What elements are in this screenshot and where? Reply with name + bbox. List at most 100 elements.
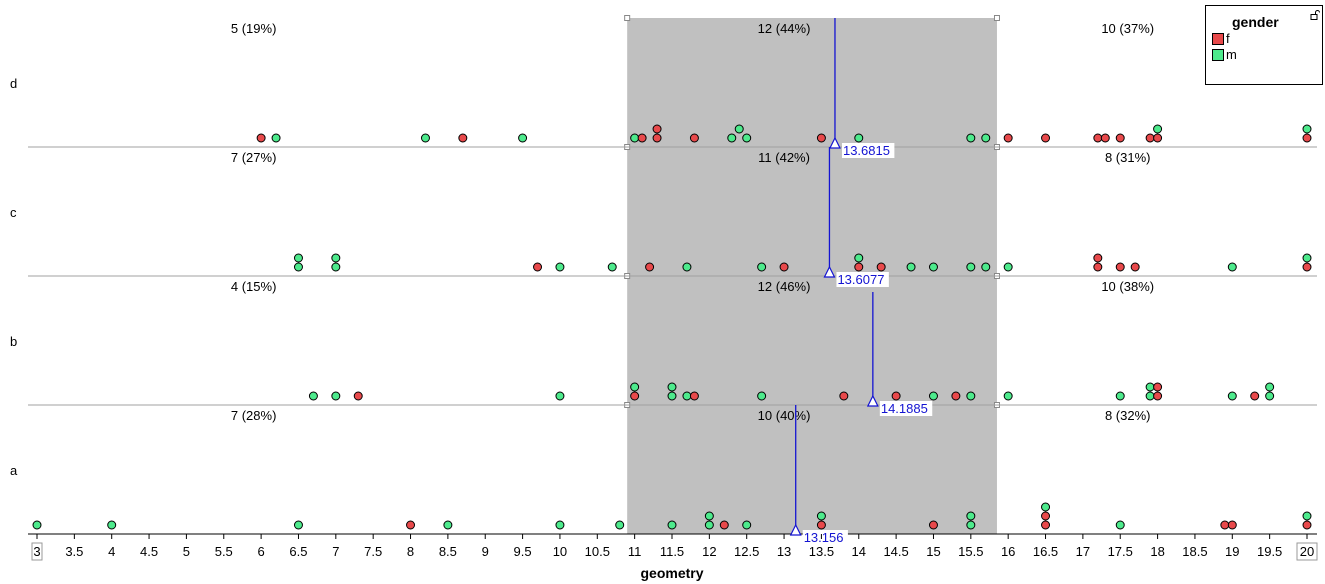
data-point[interactable] — [1115, 520, 1125, 530]
data-point[interactable] — [1093, 262, 1103, 272]
data-point[interactable] — [1041, 502, 1051, 512]
data-point[interactable] — [630, 133, 640, 143]
data-point[interactable] — [1115, 133, 1125, 143]
data-point[interactable] — [966, 133, 976, 143]
data-point[interactable] — [533, 262, 543, 272]
data-point[interactable] — [1153, 391, 1163, 401]
data-point[interactable] — [1153, 382, 1163, 392]
data-point[interactable] — [742, 133, 752, 143]
data-point[interactable] — [32, 520, 42, 530]
data-point[interactable] — [615, 520, 625, 530]
data-point[interactable] — [734, 124, 744, 134]
data-point[interactable] — [107, 520, 117, 530]
data-point[interactable] — [652, 133, 662, 143]
data-point[interactable] — [906, 262, 916, 272]
data-point[interactable] — [1100, 133, 1110, 143]
data-point[interactable] — [271, 133, 281, 143]
data-point[interactable] — [981, 133, 991, 143]
data-point[interactable] — [816, 133, 826, 143]
data-point[interactable] — [1227, 262, 1237, 272]
data-point[interactable] — [928, 520, 938, 530]
data-point[interactable] — [757, 262, 767, 272]
data-point[interactable] — [1250, 391, 1260, 401]
data-point[interactable] — [406, 520, 416, 530]
selection-handle[interactable] — [993, 15, 1000, 21]
legend[interactable]: gender f m — [1205, 5, 1323, 85]
data-point[interactable] — [652, 124, 662, 134]
legend-item-m[interactable]: m — [1212, 48, 1237, 61]
data-point[interactable] — [1003, 262, 1013, 272]
data-point[interactable] — [757, 391, 767, 401]
data-point[interactable] — [630, 382, 640, 392]
data-point[interactable] — [607, 262, 617, 272]
data-point[interactable] — [966, 520, 976, 530]
data-point[interactable] — [704, 520, 714, 530]
data-point[interactable] — [293, 520, 303, 530]
data-point[interactable] — [682, 391, 692, 401]
data-point[interactable] — [555, 391, 565, 401]
data-point[interactable] — [1003, 391, 1013, 401]
data-point[interactable] — [293, 262, 303, 272]
data-point[interactable] — [667, 382, 677, 392]
data-point[interactable] — [966, 262, 976, 272]
data-point[interactable] — [331, 391, 341, 401]
data-point[interactable] — [891, 391, 901, 401]
data-point[interactable] — [704, 511, 714, 521]
data-point[interactable] — [555, 520, 565, 530]
data-point[interactable] — [1145, 382, 1155, 392]
data-point[interactable] — [876, 262, 886, 272]
data-point[interactable] — [1003, 133, 1013, 143]
data-point[interactable] — [1265, 391, 1275, 401]
data-point[interactable] — [1265, 382, 1275, 392]
data-point[interactable] — [966, 511, 976, 521]
data-point[interactable] — [555, 262, 565, 272]
data-point[interactable] — [443, 520, 453, 530]
data-point[interactable] — [637, 133, 647, 143]
data-point[interactable] — [667, 391, 677, 401]
data-point[interactable] — [928, 262, 938, 272]
data-point[interactable] — [682, 262, 692, 272]
data-point[interactable] — [1153, 133, 1163, 143]
data-point[interactable] — [951, 391, 961, 401]
data-point[interactable] — [719, 520, 729, 530]
data-point[interactable] — [779, 262, 789, 272]
data-point[interactable] — [1227, 520, 1237, 530]
data-point[interactable] — [331, 262, 341, 272]
data-point[interactable] — [353, 391, 363, 401]
data-point[interactable] — [331, 253, 341, 263]
selection-handle[interactable] — [624, 15, 631, 21]
data-point[interactable] — [1153, 124, 1163, 134]
legend-item-f[interactable]: f — [1212, 32, 1230, 45]
data-point[interactable] — [458, 133, 468, 143]
data-point[interactable] — [1130, 262, 1140, 272]
data-point[interactable] — [854, 253, 864, 263]
data-point[interactable] — [689, 133, 699, 143]
data-point[interactable] — [742, 520, 752, 530]
data-point[interactable] — [1041, 520, 1051, 530]
data-point[interactable] — [1041, 511, 1051, 521]
data-point[interactable] — [1302, 262, 1312, 272]
data-point[interactable] — [966, 391, 976, 401]
x-min-box[interactable] — [31, 542, 43, 561]
data-point[interactable] — [1115, 262, 1125, 272]
data-point[interactable] — [854, 262, 864, 272]
data-point[interactable] — [1093, 253, 1103, 263]
data-point[interactable] — [854, 133, 864, 143]
data-point[interactable] — [1302, 133, 1312, 143]
data-point[interactable] — [256, 133, 266, 143]
lock-icon[interactable] — [1310, 10, 1320, 20]
data-point[interactable] — [816, 520, 826, 530]
data-point[interactable] — [1302, 124, 1312, 134]
data-point[interactable] — [645, 262, 655, 272]
data-point[interactable] — [1302, 511, 1312, 521]
data-point[interactable] — [1227, 391, 1237, 401]
data-point[interactable] — [1093, 133, 1103, 143]
data-point[interactable] — [1220, 520, 1230, 530]
data-point[interactable] — [1115, 391, 1125, 401]
data-point[interactable] — [518, 133, 528, 143]
data-point[interactable] — [1145, 391, 1155, 401]
data-point[interactable] — [1302, 520, 1312, 530]
data-point[interactable] — [928, 391, 938, 401]
data-point[interactable] — [667, 520, 677, 530]
data-point[interactable] — [689, 391, 699, 401]
